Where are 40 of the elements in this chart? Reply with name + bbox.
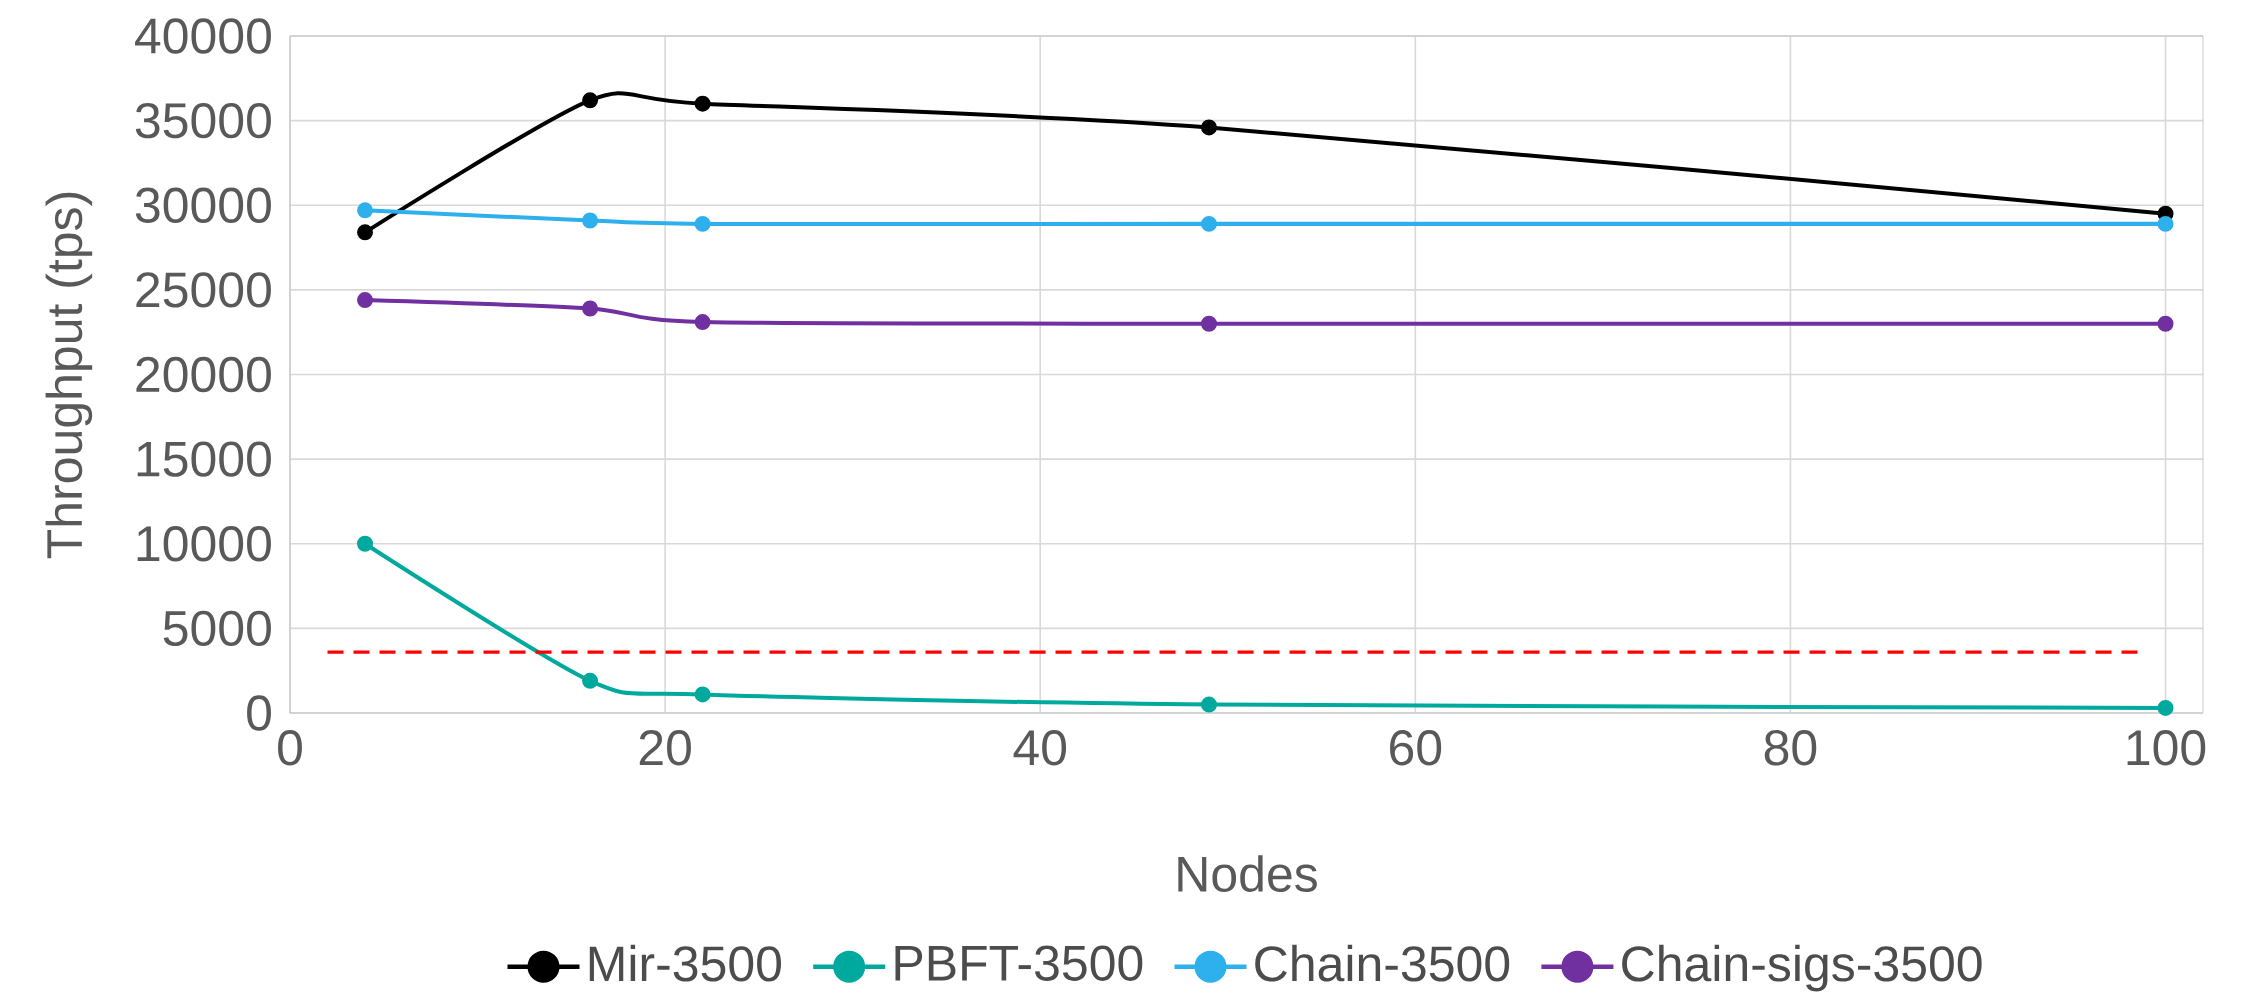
point (1201, 315, 1217, 332)
point (2157, 699, 2174, 716)
point (582, 672, 599, 689)
point (582, 92, 599, 109)
y-tick-label: 15000 (137, 441, 271, 477)
point (694, 314, 711, 331)
point (694, 686, 711, 703)
x-tick-label: 40 (1013, 730, 1067, 766)
point (357, 224, 374, 241)
legend-label: Chain-sigs-3500 (1622, 944, 1982, 992)
y-tick-label: 40000 (135, 18, 271, 54)
legend-label: Mir-3500 (589, 944, 781, 982)
point (694, 95, 711, 112)
legend-label: PBFT-3500 (895, 945, 1143, 981)
x-tick-label: 100 (2127, 730, 2206, 766)
x-axis-title: Nodes (1178, 855, 1317, 892)
y-tick-label: 20000 (136, 356, 271, 393)
point (357, 535, 374, 552)
point (1201, 119, 1217, 136)
y-tick-label: 10000 (137, 526, 271, 562)
point (2157, 315, 2174, 332)
point (1201, 696, 1217, 713)
x-tick-label: 0 (278, 730, 302, 766)
y-tick-label: 25000 (136, 272, 271, 308)
x-tick-label: 80 (1764, 730, 1817, 766)
point (357, 202, 374, 219)
y-tick-label: 0 (247, 695, 271, 731)
point (582, 212, 599, 229)
x-tick-label: 20 (639, 730, 691, 766)
legend-label: Chain-3500 (1255, 944, 1510, 982)
y-tick-label: 35000 (135, 102, 271, 139)
point (1201, 215, 1217, 232)
point (694, 215, 711, 232)
x-tick-label: 60 (1390, 730, 1442, 766)
point (582, 300, 599, 317)
y-axis-title: Throughput (tps) (45, 192, 93, 559)
point (357, 292, 374, 309)
point (2157, 215, 2174, 232)
y-tick-label: 5000 (163, 610, 271, 647)
y-tick-label: 30000 (135, 187, 271, 223)
